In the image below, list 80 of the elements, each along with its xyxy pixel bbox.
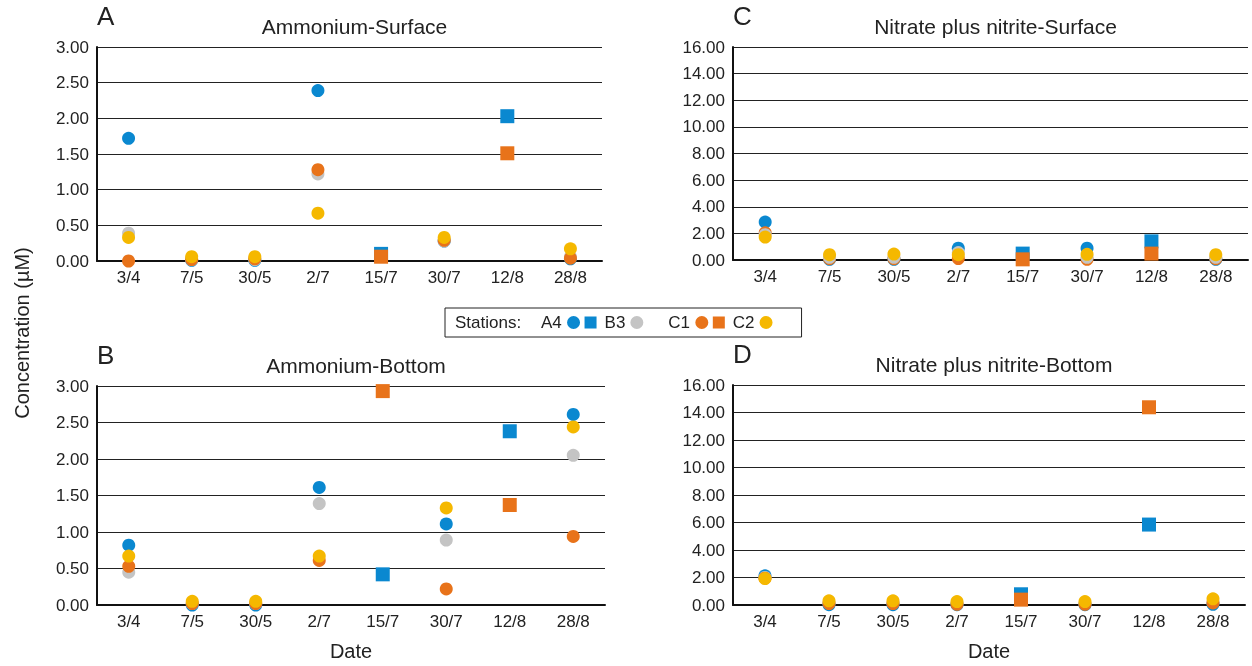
x-axis-title: Date [329,640,373,662]
y-tick-label: 1.00 [55,522,89,542]
x-tick-label: 28/8 [1196,612,1230,631]
y-tick-label: 0.50 [55,559,89,578]
chart-title: Nitrate plus nitrite-Bottom [875,353,1113,376]
y-axis-title: Concentration (µM) [11,247,33,419]
x-tick-label: 2/7 [306,268,330,287]
x-tick-label: 28/8 [1199,267,1233,286]
x-tick-label: 30/7 [427,268,461,287]
x-tick-label: 28/8 [556,612,590,631]
x-tick-label: 30/7 [1068,612,1102,631]
y-tick-label: 0.00 [691,595,725,615]
legend-label: B3 [604,313,626,332]
legend-title: Stations: [455,313,522,332]
y-tick-label: 16.00 [682,37,725,57]
text: D [733,339,752,369]
x-tick-label: 2/7 [945,612,969,631]
legend-label: C1 [668,313,691,332]
x-axis-title: Date [967,640,1011,662]
text: C [733,1,752,31]
chart-title: Ammonium-Surface [261,15,448,38]
x-tick-label: 12/8 [1132,612,1166,631]
x-tick-label: 30/7 [429,612,463,631]
x-tick-label: 2/7 [946,267,971,286]
y-tick-label: 12.00 [682,90,725,110]
x-tick-label: 3/4 [753,267,778,286]
y-tick-label: 2.00 [55,449,89,469]
x-tick-label: 15/7 [1004,612,1038,631]
x-tick-label: 12/8 [1134,267,1168,286]
y-tick-label: 0.00 [55,595,89,615]
y-tick-label: 1.00 [55,180,89,200]
y-tick-label: 6.00 [691,513,725,532]
y-tick-label: 3.00 [55,376,89,396]
x-tick-label: 30/5 [876,612,910,631]
y-tick-label: 3.00 [55,37,89,57]
x-tick-label: 30/5 [238,268,272,287]
y-tick-label: 2.00 [55,108,89,128]
x-tick-label: 2/7 [307,612,332,631]
y-tick-label: 0.00 [55,251,89,271]
y-tick-label: 4.00 [691,197,725,217]
x-tick-label: 12/8 [490,268,524,287]
x-tick-label: 7/5 [179,268,204,287]
x-tick-label: 15/7 [366,612,400,631]
y-tick-label: 2.50 [55,413,89,432]
y-tick-label: 6.00 [691,170,725,190]
y-tick-label: 2.50 [55,73,89,93]
x-tick-label: 3/4 [116,612,141,631]
x-tick-label: 30/7 [1070,267,1104,286]
x-tick-label: 30/5 [877,267,911,286]
text: B [97,340,115,370]
y-tick-label: 2.00 [691,568,725,587]
y-tick-label: 1.50 [55,144,89,164]
y-tick-label: 10.00 [682,458,725,477]
x-tick-label: 12/8 [493,612,527,631]
x-tick-label: 7/5 [817,612,841,631]
x-tick-label: 15/7 [1006,267,1040,286]
y-tick-label: 2.00 [691,223,725,243]
x-tick-label: 7/5 [180,612,205,631]
y-tick-label: 12.00 [682,430,725,450]
y-tick-label: 8.00 [691,144,725,163]
y-tick-label: 4.00 [691,540,725,560]
y-tick-label: 16.00 [682,375,725,395]
y-tick-label: 14.00 [682,64,725,84]
y-tick-label: 0.00 [691,250,725,270]
x-tick-label: 30/5 [239,612,273,631]
y-tick-label: 0.50 [55,215,89,235]
y-tick-label: 1.50 [55,486,89,505]
text: A [97,1,115,31]
legend-label: C2 [732,313,755,332]
x-tick-label: 15/7 [364,268,398,287]
chart-title: Ammonium-Bottom [266,354,446,377]
legend-label: A4 [541,313,562,332]
y-tick-label: 10.00 [682,117,725,137]
y-tick-label: 8.00 [691,485,725,505]
chart-title: Nitrate plus nitrite-Surface [874,15,1117,38]
x-tick-label: 3/4 [753,612,777,631]
y-tick-label: 14.00 [682,403,725,422]
x-tick-label: 7/5 [817,267,842,286]
x-tick-label: 3/4 [116,268,141,287]
x-tick-label: 28/8 [553,268,587,287]
